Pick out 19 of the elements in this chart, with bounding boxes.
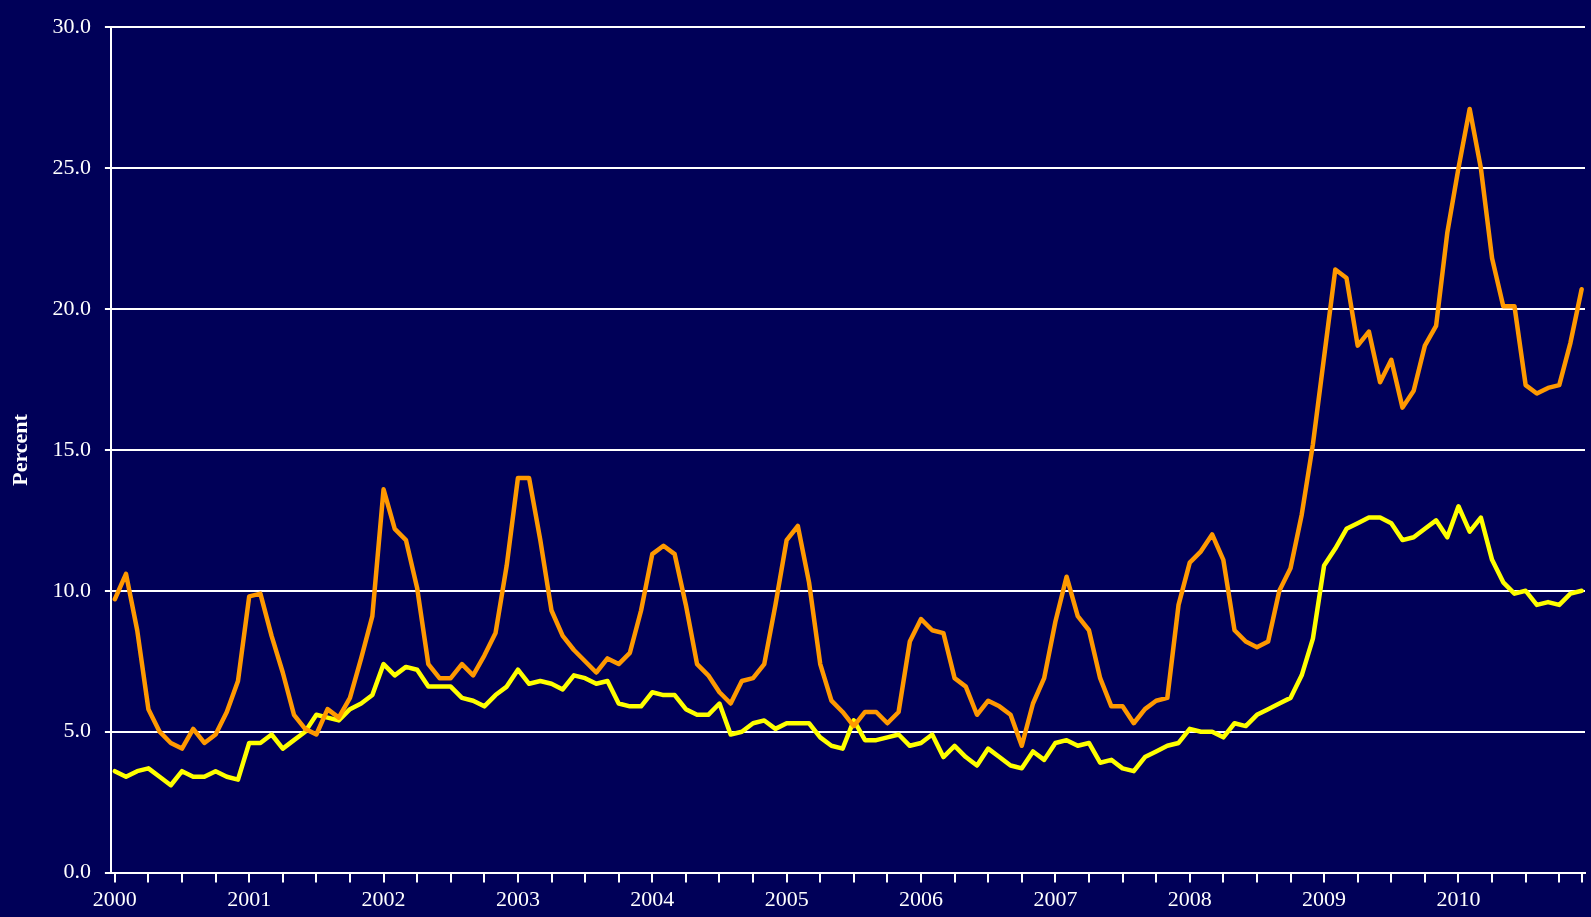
x-tick-label: 2004	[630, 885, 675, 911]
x-tick-label: 2006	[899, 885, 944, 911]
y-tick-label: 10.0	[52, 576, 91, 602]
y-tick-label: 5.0	[63, 717, 91, 743]
x-tick-label: 2001	[227, 885, 272, 911]
x-tick-label: 2007	[1033, 885, 1078, 911]
y-axis-title: Percent	[6, 413, 32, 486]
y-tick-label: 25.0	[52, 153, 91, 179]
x-tick-label: 2000	[92, 885, 137, 911]
x-tick-label: 2003	[495, 885, 540, 911]
y-tick-label: 0.0	[63, 858, 91, 884]
x-tick-label: 2009	[1302, 885, 1347, 911]
x-tick-label: 2008	[1167, 885, 1212, 911]
x-tick-label: 2005	[764, 885, 809, 911]
y-tick-label: 20.0	[52, 294, 91, 320]
y-tick-label: 15.0	[52, 435, 91, 461]
y-tick-label: 30.0	[52, 12, 91, 38]
x-tick-label: 2002	[361, 885, 406, 911]
x-tick-label: 2010	[1436, 885, 1481, 911]
